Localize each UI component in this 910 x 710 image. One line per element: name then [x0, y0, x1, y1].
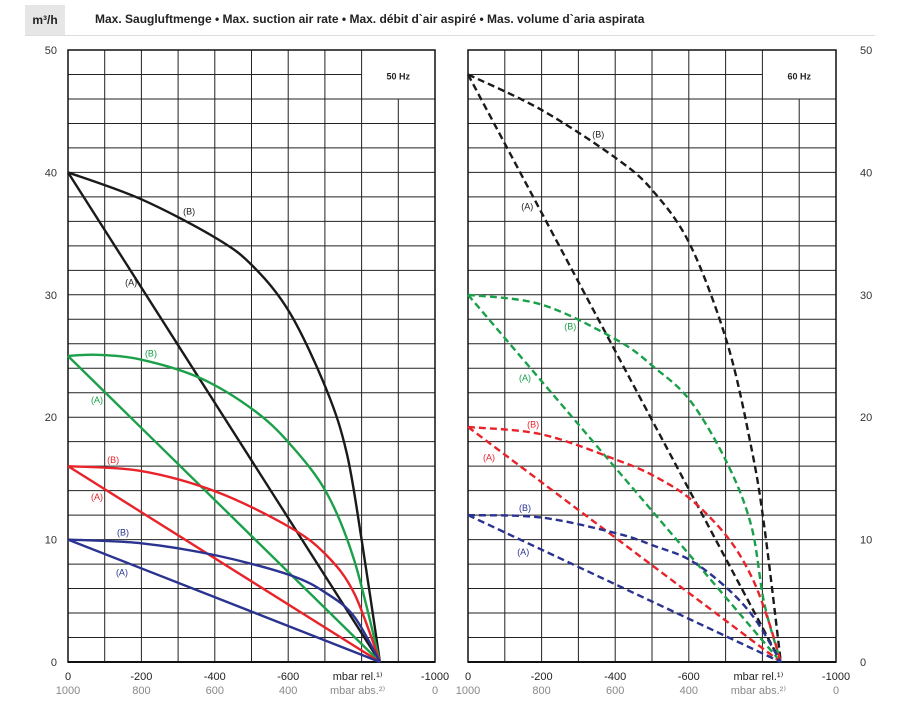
x-tick-label-rel: -1000 — [822, 671, 850, 683]
series-line-black-b — [467, 73, 782, 663]
y-tick-label: 0 — [51, 657, 57, 669]
series-label: (B) — [519, 503, 531, 513]
series-line-red-b — [467, 425, 782, 663]
series-line-blue-b — [67, 538, 381, 663]
series-label: (B) — [527, 420, 539, 430]
series-label: (A) — [517, 547, 529, 557]
series-label: (B) — [183, 207, 195, 217]
x-tick-label-rel: 0 — [465, 671, 471, 683]
y-tick-label: 40 — [860, 167, 872, 179]
x-tick-label-abs: 400 — [279, 685, 297, 697]
series-line-red-b — [67, 464, 382, 663]
y-tick-label: 10 — [45, 535, 57, 547]
y-tick-label: 20 — [860, 412, 872, 424]
series-label: (A) — [519, 373, 531, 383]
series-line-green-a — [67, 355, 381, 663]
series-line-blue-b — [467, 513, 782, 663]
y-tick-label: 30 — [45, 290, 57, 302]
series-label: (A) — [91, 395, 103, 405]
series-label: (B) — [145, 349, 157, 359]
frequency-label: 60 Hz — [787, 71, 811, 81]
series-line-green-b — [467, 293, 782, 663]
y-tick-label: 50 — [45, 45, 57, 57]
series-line-black-a — [66, 171, 381, 663]
y-tick-label: 50 — [860, 45, 872, 57]
series-label: (A) — [483, 453, 495, 463]
series-line-red-a — [67, 465, 381, 664]
x-tick-label-abs: 400 — [680, 685, 698, 697]
series-label: (B) — [592, 129, 604, 139]
series-line-green-a — [467, 294, 782, 663]
x-tick-label-rel: -600 — [277, 671, 299, 683]
series-label: (A) — [125, 278, 137, 288]
series-label: (A) — [91, 492, 103, 502]
x-tick-label-rel: 0 — [65, 671, 71, 683]
series-line-black-b — [67, 171, 382, 663]
chart-panel-60hz: 60 Hz 0 10 20 30 40 50 0 1000 -200 800 -400 600 -600 4… — [456, 45, 872, 697]
frequency-label: 50 Hz — [387, 71, 411, 81]
series-label: (A) — [521, 202, 533, 212]
series-line-blue-a — [67, 538, 381, 664]
series-label: (B) — [564, 322, 576, 332]
x-tick-label-rel: -1000 — [421, 671, 449, 683]
series-label: (B) — [107, 455, 119, 465]
x-tick-label-abs: 600 — [206, 685, 224, 697]
x-tick-label-rel: -400 — [204, 671, 226, 683]
x-tick-label-rel: mbar rel.¹⁾ — [734, 671, 784, 683]
series-label: (A) — [116, 568, 128, 578]
x-tick-label-abs: mbar abs.²⁾ — [731, 685, 787, 697]
x-tick-label-abs: 800 — [532, 685, 550, 697]
x-tick-label-abs: 0 — [432, 685, 438, 697]
x-tick-label-rel: mbar rel.¹⁾ — [333, 671, 383, 683]
series-line-blue-a — [467, 514, 782, 664]
chart-panel-50hz: 50 Hz 0 10 20 30 40 50 0 1000 -200 800 -400 600 -600 4… — [45, 45, 449, 697]
series-line-black-a — [466, 73, 782, 663]
x-tick-label-rel: -400 — [604, 671, 626, 683]
x-tick-label-rel: -200 — [531, 671, 553, 683]
chart-title: Max. Saugluftmenge • Max. suction air ra… — [95, 12, 645, 26]
x-tick-label-abs: 1000 — [456, 685, 480, 697]
unit-label: m³/h — [25, 5, 65, 35]
x-tick-label-abs: mbar abs.²⁾ — [330, 685, 386, 697]
y-tick-label: 40 — [45, 167, 57, 179]
y-tick-label: 10 — [860, 535, 872, 547]
series-line-green-b — [67, 353, 382, 663]
y-tick-label: 0 — [860, 657, 866, 669]
x-tick-label-abs: 600 — [606, 685, 624, 697]
x-tick-label-abs: 0 — [833, 685, 839, 697]
y-tick-label: 30 — [860, 290, 872, 302]
header-divider — [25, 35, 875, 36]
x-tick-label-rel: -600 — [678, 671, 700, 683]
x-tick-label-abs: 800 — [132, 685, 150, 697]
x-tick-label-abs: 1000 — [56, 685, 80, 697]
y-tick-label: 20 — [45, 412, 57, 424]
series-label: (B) — [117, 527, 129, 537]
x-tick-label-rel: -200 — [130, 671, 152, 683]
